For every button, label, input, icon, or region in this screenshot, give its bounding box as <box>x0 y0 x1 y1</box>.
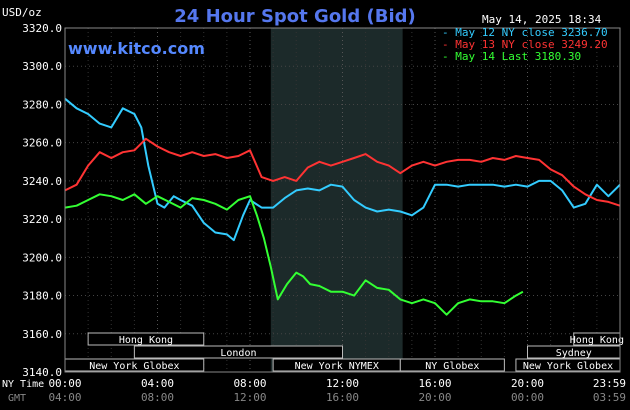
series-line <box>64 193 524 316</box>
x-tick-label-gmt: 08:00 <box>141 391 174 404</box>
legend-entry: - May 14 Last 3180.30 <box>442 50 581 63</box>
plot-border <box>64 27 621 373</box>
market-session-bar <box>87 332 205 346</box>
timestamp: May 14, 2025 18:34 <box>482 13 602 26</box>
x-tick-label-gmt: 00:00 <box>511 391 544 404</box>
market-session-label: Hong Kong <box>119 335 173 346</box>
x-tick-label-ny: 12:00 <box>326 377 359 390</box>
y-tick-label: 3260.0 <box>22 137 62 150</box>
x-tick-label-gmt: 04:00 <box>48 391 81 404</box>
x-tick-label-ny: 16:00 <box>418 377 451 390</box>
y-tick-label: 3320.0 <box>22 22 62 35</box>
x-tick-label-ny: 08:00 <box>233 377 266 390</box>
session-highlight <box>270 28 403 372</box>
x-tick-label-gmt: 16:00 <box>326 391 359 404</box>
x-axis-tick-labels: 00:0004:0004:0008:0008:0012:0012:0016:00… <box>48 377 626 404</box>
y-tick-label: 3280.0 <box>22 98 62 111</box>
market-session-bar <box>133 345 343 359</box>
market-session-bar <box>399 358 505 372</box>
x-axis-label-gmt: GMT <box>8 393 26 404</box>
y-tick-label: 3300.0 <box>22 60 62 73</box>
market-session-label: Sydney <box>556 348 592 359</box>
market-session-label: New York NYMEX <box>295 361 379 372</box>
y-tick-label: 3180.0 <box>22 290 62 303</box>
legend: - May 12 NY close 3236.70- May 13 NY clo… <box>442 26 608 63</box>
x-tick-label-ny: 04:00 <box>141 377 174 390</box>
y-tick-label: 3240.0 <box>22 175 62 188</box>
market-session-label: New York Globex <box>89 361 179 372</box>
y-tick-label: 3160.0 <box>22 328 62 341</box>
y-tick-label: 3220.0 <box>22 213 62 226</box>
market-session-label: London <box>220 348 256 359</box>
x-tick-label-gmt: 12:00 <box>233 391 266 404</box>
legend-entry: - May 13 NY close 3249.20 <box>442 38 608 51</box>
market-session-label: NY Globex <box>425 361 479 372</box>
website-label[interactable]: www.kitco.com <box>68 39 205 58</box>
x-tick-label-ny: 23:59 <box>593 377 626 390</box>
price-series <box>64 97 621 316</box>
series-line <box>64 137 621 207</box>
unit-label: USD/oz <box>2 6 42 19</box>
series-line <box>64 97 621 242</box>
y-tick-label: 3140.0 <box>22 366 62 379</box>
market-session-label: Hong Kong <box>570 335 624 346</box>
legend-entry: - May 12 NY close 3236.70 <box>442 26 608 39</box>
x-tick-label-ny: 20:00 <box>511 377 544 390</box>
x-tick-label-gmt: 03:59 <box>593 391 626 404</box>
x-tick-label-gmt: 20:00 <box>418 391 451 404</box>
market-session-label: New York Globex <box>523 361 613 372</box>
x-tick-label-ny: 00:00 <box>48 377 81 390</box>
market-sessions: Hong Kong Hong Kong London Sydney New York G… <box>64 332 624 372</box>
x-axis-label-ny-time: NY Time <box>2 379 44 390</box>
y-axis-tick-labels: 3140.0 3160.0 3180.0 3200.0 3220.0 3240.0 3260… <box>22 22 62 379</box>
y-tick-label: 3200.0 <box>22 251 62 264</box>
chart-title: 24 Hour Spot Gold (Bid) <box>174 6 415 27</box>
